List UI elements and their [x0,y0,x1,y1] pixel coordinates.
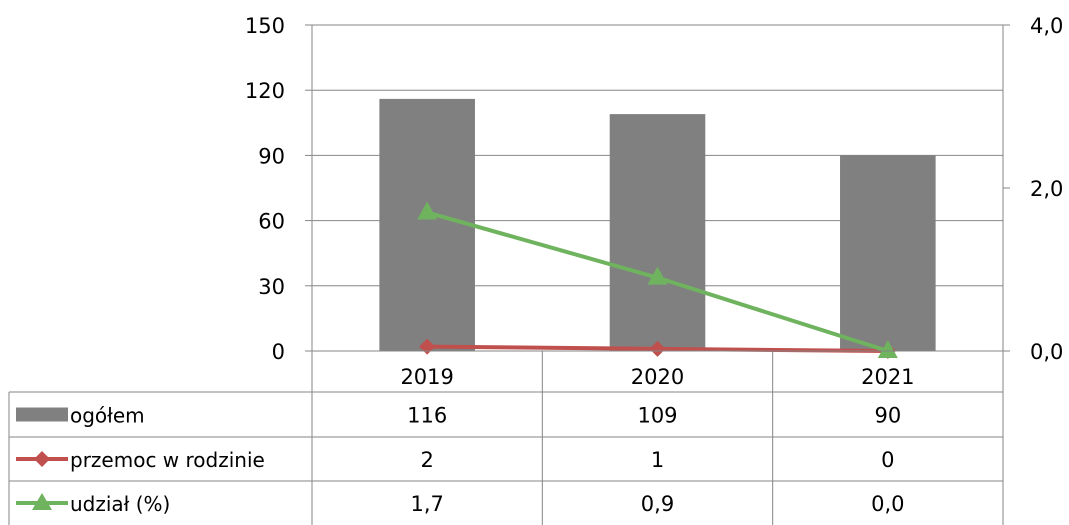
data-table: 2019 2020 2021 ogółem 116 109 90 przemoc w rodz… [8,351,1004,525]
series-name: ogółem [70,404,145,428]
table-cell-value: 0,0 [871,492,904,516]
category-label: 2019 [400,365,453,389]
right-tick-label: 4,0 [1030,14,1063,38]
table-cell-value: 0 [881,448,894,472]
bar [609,114,706,352]
legend-key [16,407,68,422]
axes [305,24,1010,352]
category-label: 2021 [861,365,914,389]
point-marker [417,201,438,220]
left-tick-label: 150 [245,14,285,38]
right-tick-label: 0,0 [1030,340,1063,364]
left-tick-label: 0 [272,340,285,364]
bar [379,98,475,351]
line-series [417,201,898,359]
table-cell-value: 116 [407,404,447,428]
point-marker [647,266,668,285]
right-tick-label: 2,0 [1030,177,1063,201]
series-name: udział (%) [70,492,170,516]
table-cell-value: 2 [420,448,433,472]
bar-series [379,98,936,352]
bar [840,155,936,351]
table-cell-value: 0,9 [641,492,674,516]
right-axis-ticks: 0,0 2,0 4,0 [1030,14,1063,364]
left-tick-label: 60 [258,210,285,234]
table-cell-value: 1 [651,448,664,472]
left-tick-label: 90 [258,144,285,168]
left-axis-ticks: 0 30 60 90 120 150 [245,14,285,364]
point-marker [649,340,666,357]
left-tick-label: 120 [245,79,285,103]
legend-marker [34,451,50,467]
left-tick-label: 30 [258,275,285,299]
point-marker [877,340,898,358]
legend-marker [32,493,52,510]
table-cell-value: 109 [637,404,677,428]
table-cell-value: 1,7 [410,492,443,516]
series-name: przemoc w rodzinie [70,448,265,472]
table-cell-value: 90 [874,404,901,428]
category-label: 2020 [631,365,684,389]
